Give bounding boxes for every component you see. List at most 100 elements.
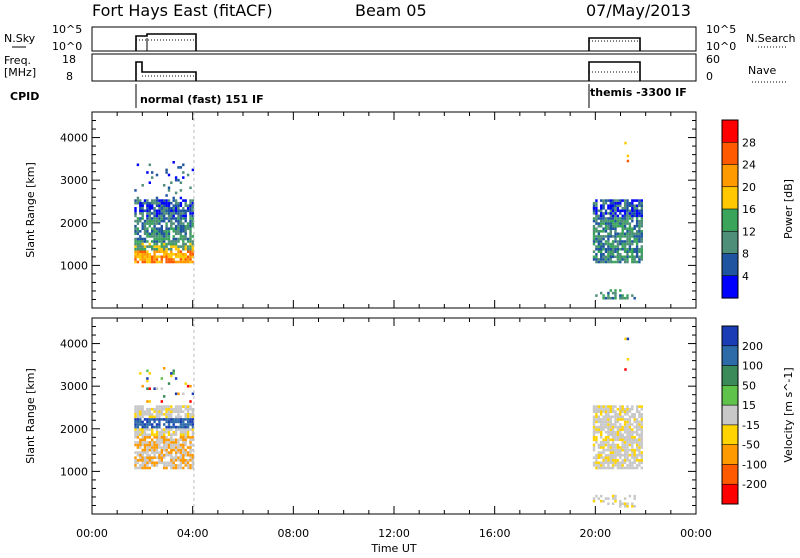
- data-cell: [134, 260, 137, 264]
- data-cell: [182, 418, 185, 421]
- data-cell: [592, 224, 596, 228]
- data-cell: [167, 446, 171, 449]
- data-cell: [616, 459, 620, 462]
- data-cell: [640, 413, 643, 416]
- data-cell: [136, 459, 140, 462]
- data-cell: [633, 209, 636, 213]
- colorbar-segment: [722, 120, 738, 143]
- data-cell: [604, 242, 608, 246]
- data-cell: [616, 240, 620, 243]
- data-cell: [146, 240, 149, 243]
- data-cell: [189, 217, 192, 220]
- data-cell: [170, 459, 173, 462]
- data-cell: [614, 255, 617, 259]
- data-cell: [174, 451, 178, 454]
- data-cell: [602, 451, 605, 454]
- data-cell: [616, 407, 620, 411]
- data-cell: [143, 451, 147, 454]
- data-cell: [191, 420, 195, 424]
- data-cell: [151, 255, 154, 259]
- data-cell: [160, 387, 163, 390]
- data-cell: [148, 204, 151, 207]
- data-cell: [611, 207, 615, 210]
- data-cell: [614, 448, 617, 452]
- data-cell: [635, 253, 639, 256]
- data-cell: [614, 219, 617, 223]
- data-cell: [631, 214, 634, 218]
- x-tick-label: 16:00: [479, 527, 511, 540]
- data-cell: [167, 423, 171, 426]
- data-cell: [155, 258, 159, 261]
- data-cell: [141, 237, 144, 241]
- data-cell: [172, 253, 175, 256]
- data-cell: [611, 502, 615, 506]
- data-cell: [631, 443, 634, 447]
- data-cell: [146, 207, 149, 210]
- data-cell: [167, 464, 171, 467]
- data-cell: [151, 171, 154, 174]
- data-cell: [182, 212, 185, 215]
- data-cell: [141, 184, 144, 187]
- data-cell: [602, 441, 605, 444]
- data-cell: [139, 237, 142, 241]
- data-cell: [179, 181, 183, 184]
- data-cell: [151, 433, 154, 436]
- data-cell: [607, 235, 610, 238]
- data-cell: [179, 255, 183, 259]
- data-cell: [595, 201, 598, 205]
- data-cell: [600, 291, 603, 295]
- data-cell: [134, 230, 137, 233]
- data-cell: [143, 201, 147, 205]
- data-cell: [640, 224, 643, 228]
- data-cell: [182, 207, 185, 210]
- data-cell: [184, 415, 187, 419]
- data-cell: [148, 407, 151, 411]
- data-cell: [141, 436, 144, 439]
- data-cell: [174, 253, 178, 256]
- data-cell: [640, 433, 643, 436]
- data-cell: [597, 250, 600, 253]
- data-cell: [139, 207, 142, 210]
- data-cell: [597, 237, 600, 241]
- data-cell: [640, 250, 643, 253]
- data-cell: [141, 201, 144, 205]
- data-cell: [614, 204, 617, 207]
- data-cell: [182, 240, 185, 243]
- data-cell: [182, 392, 185, 396]
- data-cell: [592, 499, 596, 503]
- data-cell: [170, 438, 173, 442]
- data-cell: [179, 235, 183, 238]
- data-cell: [153, 464, 156, 467]
- data-cell: [604, 227, 608, 230]
- data-cell: [179, 438, 183, 442]
- data-cell: [186, 430, 190, 434]
- data-cell: [191, 242, 195, 246]
- data-cell: [177, 166, 180, 169]
- data-cell: [182, 446, 185, 449]
- data-cell: [633, 494, 636, 498]
- data-cell: [626, 464, 629, 467]
- data-cell: [633, 247, 636, 251]
- data-cell: [174, 201, 178, 205]
- data-cell: [624, 141, 627, 145]
- data-cell: [635, 423, 639, 426]
- data-cell: [631, 405, 634, 408]
- data-cell: [638, 212, 641, 215]
- data-cell: [139, 253, 142, 256]
- data-cell: [626, 235, 629, 238]
- data-cell: [640, 204, 643, 207]
- data-cell: [609, 453, 612, 457]
- data-cell: [148, 428, 151, 431]
- data-cell: [174, 224, 178, 228]
- x-tick-label: 00:00: [76, 527, 108, 540]
- data-cell: [139, 255, 142, 259]
- data-cell: [163, 407, 166, 411]
- data-cell: [602, 260, 605, 264]
- data-cell: [621, 464, 624, 467]
- data-cell: [158, 453, 161, 457]
- data-cell: [191, 459, 195, 462]
- data-cell: [163, 456, 166, 459]
- data-cell: [616, 219, 620, 223]
- data-cell: [607, 459, 610, 462]
- data-cell: [604, 443, 608, 447]
